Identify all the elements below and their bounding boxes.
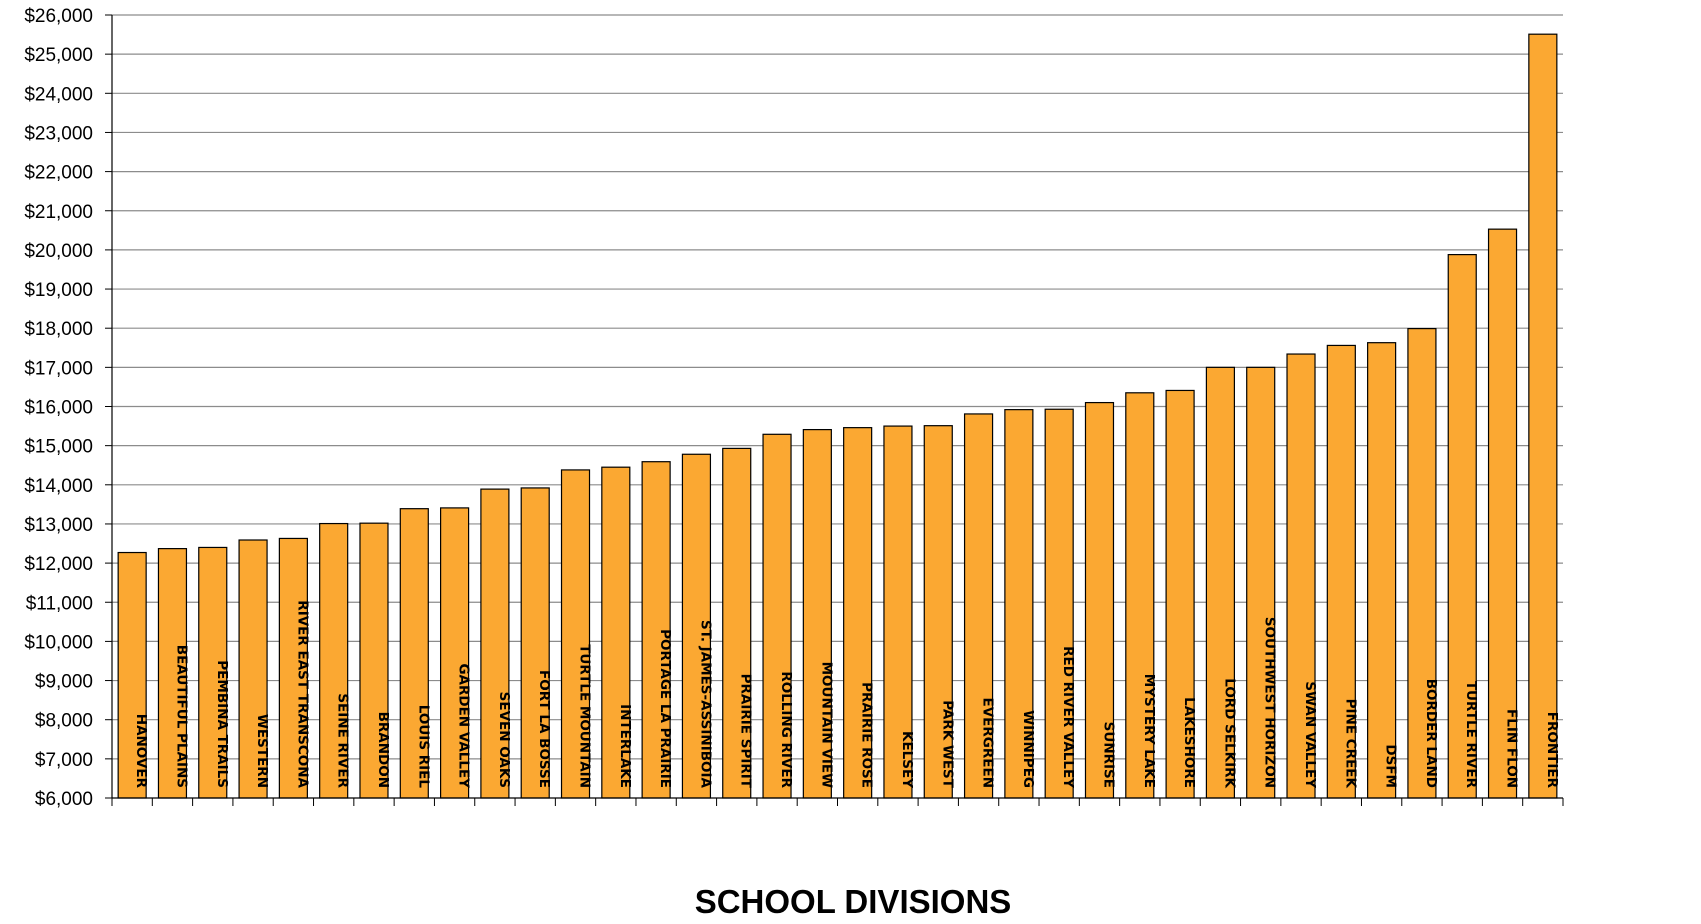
bar-label: LAKESHORE — [1181, 697, 1197, 788]
bar — [1044, 408, 1074, 799]
bar-label: HANOVER — [133, 714, 149, 789]
bar-label: PORTAGE LA PRAIRIE — [657, 629, 673, 788]
gridlines — [112, 14, 1563, 760]
bar-label: RED RIVER VALLEY — [1060, 646, 1076, 788]
bar — [802, 428, 832, 799]
bar — [1165, 389, 1195, 799]
bar — [439, 507, 470, 799]
bar-label: BEAUTIFUL PLAINS — [173, 645, 189, 788]
y-tick-label: $26,000 — [24, 6, 93, 27]
bar-label: PRAIRIE ROSE — [859, 682, 875, 788]
bar-label: LOUIS RIEL — [415, 705, 431, 789]
bar-label: FORT LA BOSSE — [536, 670, 552, 788]
bar-label: INTERLAKE — [617, 704, 633, 788]
y-axis-tick-labels: $6,000 $7,000 $8,000 $9,000 $10,000 $11,000 $1… — [24, 6, 93, 810]
y-tick-label: $17,000 — [24, 358, 93, 379]
bar-label: WESTERN — [254, 714, 270, 788]
y-tick-label: $8,000 — [35, 711, 93, 732]
y-tick-label: $15,000 — [24, 437, 93, 458]
bar-label: ROLLING RIVER — [778, 671, 794, 788]
bar-label: GARDEN VALLEY — [456, 663, 472, 788]
y-tick-label: $22,000 — [24, 163, 93, 184]
bar — [1084, 401, 1115, 799]
y-tick-label: $12,000 — [24, 554, 93, 575]
bar-label: WINNIPEG — [1020, 710, 1036, 788]
y-tick-label: $19,000 — [24, 280, 93, 301]
bar-label: BRANDON — [375, 712, 391, 788]
bar — [1246, 366, 1276, 799]
y-tick-label: $24,000 — [24, 84, 93, 105]
bar-label: PRAIRIE SPIRIT — [738, 674, 754, 789]
y-tick-label: $20,000 — [24, 241, 93, 262]
bar-label: PEMBINA TRAILS — [214, 660, 230, 788]
bar — [560, 469, 591, 799]
x-axis-title: SCHOOL DIVISIONS — [695, 883, 1012, 920]
bar-label: ST. JAMES-ASSINIBOIA — [697, 620, 713, 789]
bar-label: SEVEN OAKS — [496, 692, 512, 788]
bar-category-labels: HANOVER BEAUTIFUL PLAINS PEMBINA TRAILS WES… — [133, 600, 1560, 788]
bar-label: BORDER LAND — [1423, 679, 1439, 788]
y-tick-label: $16,000 — [24, 398, 93, 419]
bar-label: SEINE RIVER — [335, 693, 351, 788]
bar — [1286, 353, 1316, 799]
bar — [399, 508, 429, 799]
axes — [105, 14, 1564, 806]
bar — [1367, 342, 1397, 799]
bar — [238, 539, 268, 799]
bar-label: SWAN VALLEY — [1302, 681, 1318, 788]
bar-label: FLIN FLON — [1504, 709, 1520, 788]
bar — [1528, 33, 1558, 799]
bars — [117, 33, 1558, 799]
y-tick-label: $13,000 — [24, 515, 93, 536]
bar — [359, 522, 389, 799]
bar — [601, 466, 631, 799]
bar-label: SUNRISE — [1100, 722, 1116, 788]
y-tick-label: $25,000 — [24, 45, 93, 66]
y-tick-label: $14,000 — [24, 476, 93, 497]
bar-label: LORD SELKIRK — [1221, 678, 1237, 788]
bar — [1326, 344, 1356, 799]
bar — [1205, 366, 1236, 799]
bar-label: EVERGREEN — [980, 697, 996, 788]
y-tick-label: $18,000 — [24, 319, 93, 340]
y-tick-label: $10,000 — [24, 632, 93, 653]
bar — [722, 447, 752, 799]
bar-label: SOUTHWEST HORIZON — [1262, 617, 1278, 788]
bar — [641, 461, 671, 799]
bar-label: PINE CREEK — [1342, 699, 1358, 789]
bar — [1447, 253, 1477, 799]
bar — [520, 487, 550, 799]
bar-label: TURTLE RIVER — [1463, 681, 1479, 789]
bar — [480, 488, 510, 799]
bar-label: KELSEY — [899, 731, 915, 788]
bar — [883, 425, 913, 799]
bar — [117, 551, 147, 799]
y-tick-label: $6,000 — [35, 789, 93, 810]
bar-label: PARK WEST — [939, 700, 955, 788]
bar — [1487, 228, 1518, 799]
bar — [681, 453, 712, 799]
bar-label: MYSTERY LAKE — [1141, 674, 1157, 788]
bar-label: FRONTIER — [1544, 712, 1560, 789]
bar-label: TURTLE MOUNTAIN — [577, 644, 593, 788]
y-tick-label: $9,000 — [35, 672, 93, 693]
y-tick-label: $23,000 — [24, 123, 93, 144]
bar — [198, 546, 228, 799]
y-tick-label: $11,000 — [26, 593, 93, 614]
bar-label: DSFM — [1383, 744, 1399, 788]
bar-label: RIVER EAST TRANSCONA — [294, 600, 310, 788]
bar — [278, 537, 308, 799]
y-tick-label: $7,000 — [35, 750, 93, 771]
bar — [157, 548, 188, 799]
bar-label: MOUNTAIN VIEW — [818, 662, 834, 788]
y-tick-label: $21,000 — [24, 202, 93, 223]
